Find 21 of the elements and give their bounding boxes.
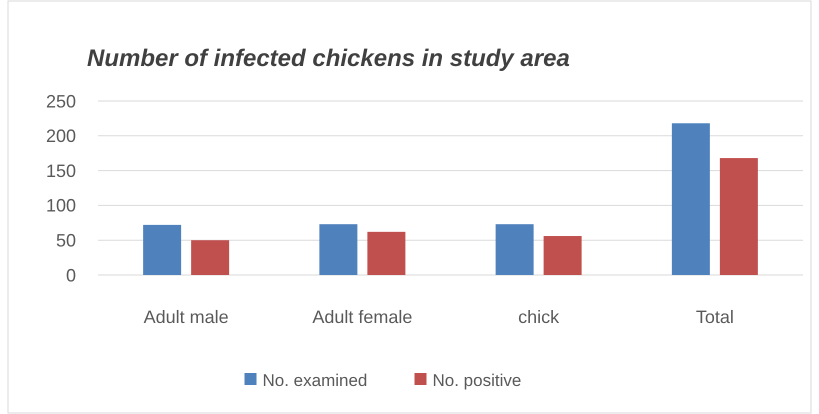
bar bbox=[720, 158, 758, 275]
y-tick-label: 100 bbox=[46, 196, 76, 216]
y-tick-label: 50 bbox=[56, 230, 76, 250]
bar bbox=[319, 224, 358, 275]
bar bbox=[544, 236, 582, 275]
x-tick-label: chick bbox=[518, 307, 560, 327]
y-tick-label: 0 bbox=[66, 265, 76, 286]
bar bbox=[672, 123, 710, 275]
y-tick-label: 250 bbox=[46, 91, 76, 112]
legend-label: No. examined bbox=[262, 370, 368, 390]
y-tick-label: 150 bbox=[46, 160, 76, 181]
bar bbox=[367, 232, 406, 275]
y-tick-label: 200 bbox=[46, 126, 76, 146]
bar bbox=[143, 224, 182, 275]
legend-label: No. positive bbox=[432, 370, 522, 390]
x-tick-label: Adult male bbox=[144, 307, 229, 327]
chart-title: Number of infected chickens in study area bbox=[87, 45, 570, 72]
bar bbox=[496, 224, 534, 275]
x-tick-label: Adult female bbox=[312, 307, 412, 327]
x-tick-label: Total bbox=[696, 307, 734, 327]
bar bbox=[191, 240, 230, 275]
